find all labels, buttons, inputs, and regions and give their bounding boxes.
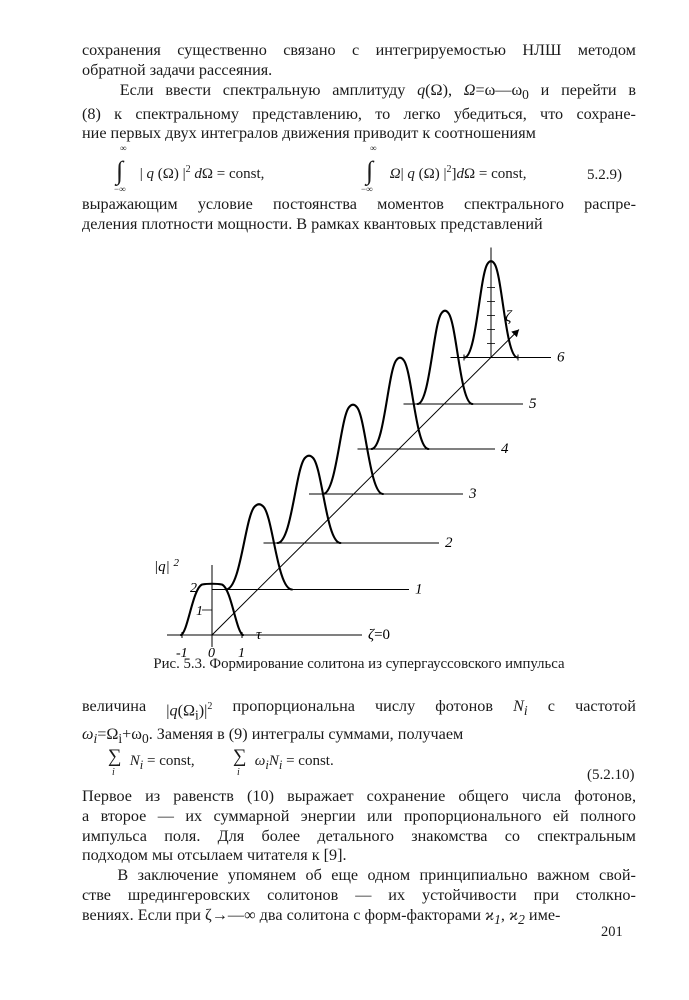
svg-text:5: 5 — [529, 396, 537, 412]
svg-text:1: 1 — [415, 582, 423, 598]
svg-text:1: 1 — [196, 604, 203, 619]
svg-text:ζ=0: ζ=0 — [368, 627, 390, 643]
svg-text:2: 2 — [190, 581, 197, 596]
svg-text:|q| 2: |q| 2 — [154, 557, 180, 575]
svg-text:4: 4 — [501, 441, 509, 457]
svg-text:0: 0 — [208, 646, 215, 661]
svg-text:τ: τ — [256, 627, 262, 643]
svg-text:1: 1 — [238, 646, 245, 661]
svg-text:6: 6 — [557, 350, 565, 366]
svg-text:2: 2 — [445, 535, 453, 551]
svg-text:3: 3 — [468, 486, 477, 502]
svg-text:-1: -1 — [176, 646, 188, 661]
svg-text:ζ: ζ — [505, 309, 513, 326]
